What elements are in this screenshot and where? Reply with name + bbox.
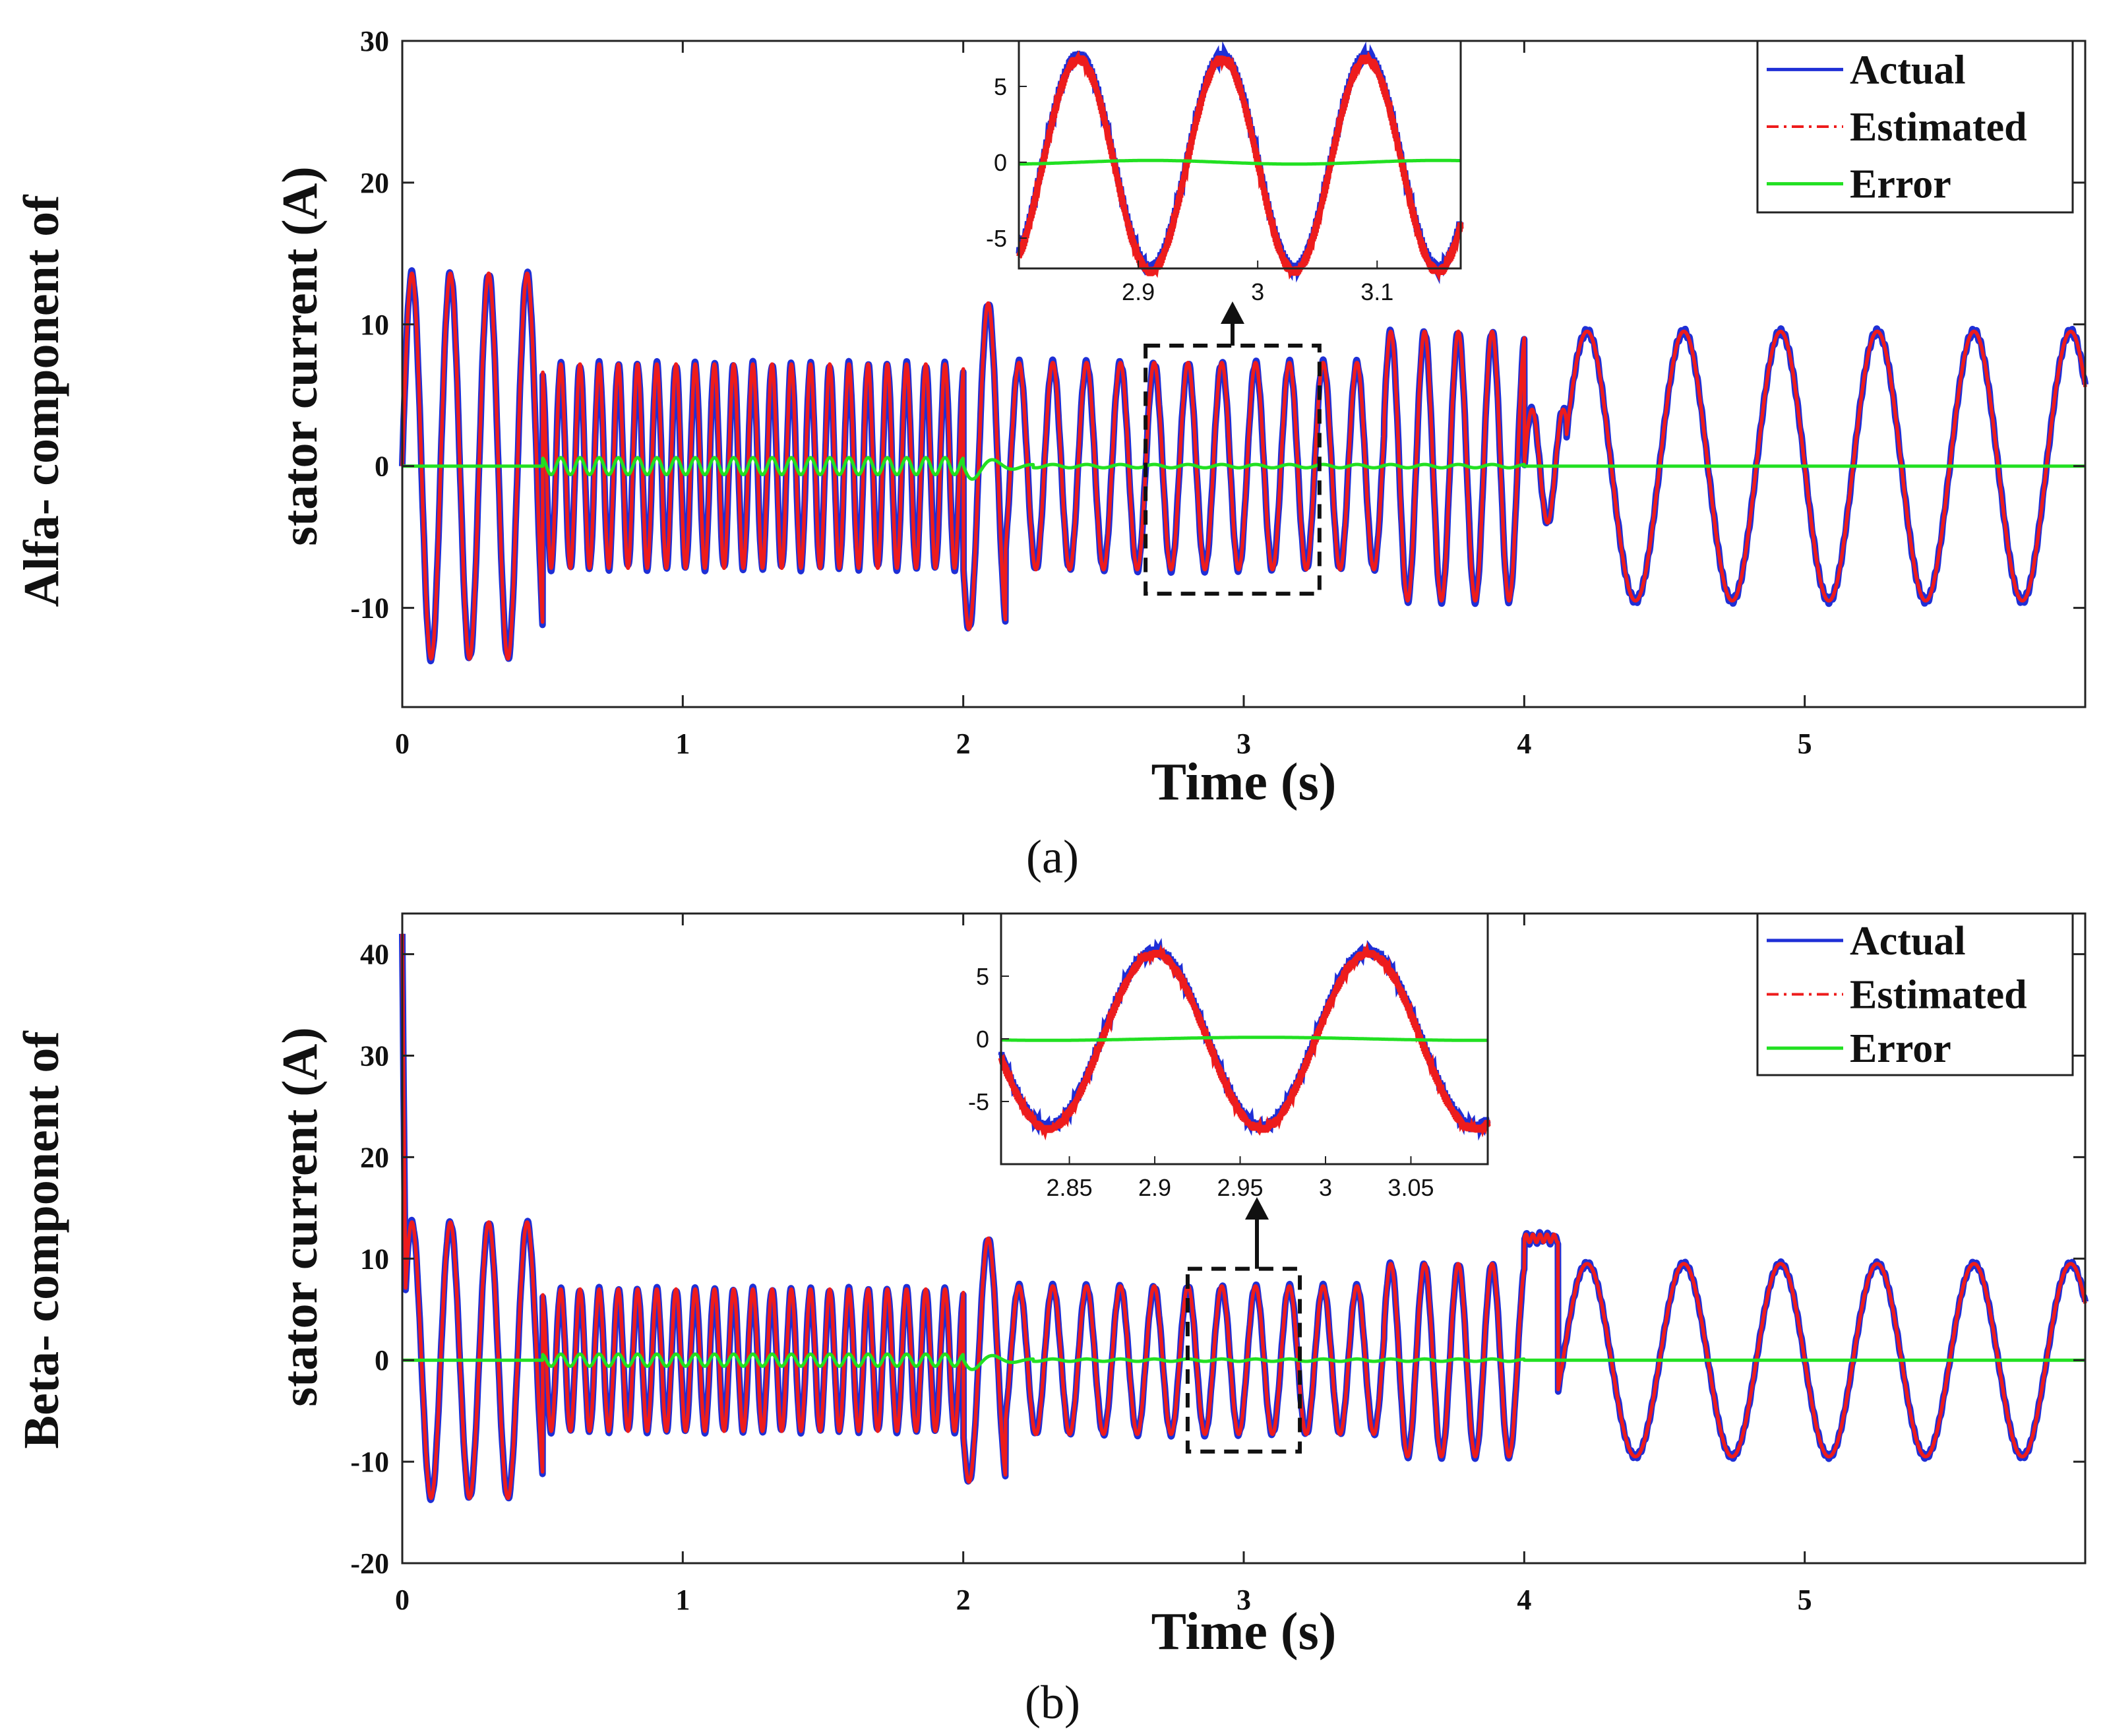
x-axis-label-b: Time (s) bbox=[1151, 1603, 1337, 1661]
x-tick-label: 3 bbox=[1236, 728, 1251, 760]
y-axis-label-b: stator current (A) bbox=[272, 1027, 328, 1406]
caption-b: (b) bbox=[1025, 1676, 1080, 1729]
inset-y-tick-label: 0 bbox=[976, 1026, 989, 1053]
inset-x-tick-label: 3 bbox=[1319, 1174, 1332, 1201]
x-tick-label: 4 bbox=[1517, 728, 1531, 760]
inset-y-tick-label: 0 bbox=[994, 149, 1007, 176]
y-tick-label: -10 bbox=[350, 592, 389, 625]
inset-y-tick-label: -5 bbox=[986, 225, 1007, 252]
zoom-box-b bbox=[1185, 1266, 1302, 1454]
y-tick-label: 20 bbox=[360, 1141, 389, 1173]
y-tick-label: 0 bbox=[375, 450, 389, 483]
legend-label-estimated: Estimated bbox=[1850, 105, 2027, 150]
inset-series-estimated bbox=[1016, 50, 1464, 282]
inset-x-tick-label: 3 bbox=[1251, 278, 1264, 305]
legend-label-actual: Actual bbox=[1850, 919, 1966, 964]
curves-b bbox=[399, 933, 2089, 1503]
inset-y-tick-label: 5 bbox=[976, 963, 989, 990]
y-tick-label: 30 bbox=[360, 1039, 389, 1072]
legend-label-actual: Actual bbox=[1850, 47, 1966, 92]
inset-x-tick-label: 3.05 bbox=[1388, 1174, 1434, 1201]
y-tick-label: -10 bbox=[350, 1446, 389, 1478]
legend-a: Actual Estimated Error bbox=[1756, 40, 2074, 214]
y-tick-label: 0 bbox=[375, 1344, 389, 1377]
y-tick-label: 10 bbox=[360, 309, 389, 341]
inset-x-tick-label: 2.95 bbox=[1217, 1174, 1263, 1201]
y-axis-label-a: stator current (A) bbox=[272, 166, 328, 545]
caption-a: (a) bbox=[1026, 830, 1079, 883]
inset-x-tick-label: 2.85 bbox=[1047, 1174, 1093, 1201]
inset-series-estimated bbox=[998, 941, 1491, 1141]
y-tick-label: 20 bbox=[360, 167, 389, 199]
inset-y-tick-label: -5 bbox=[968, 1088, 989, 1115]
x-tick-label: 2 bbox=[956, 1584, 971, 1616]
x-tick-label: 4 bbox=[1517, 1584, 1531, 1616]
inset-x-tick-label: 2.9 bbox=[1138, 1174, 1171, 1201]
x-tick-label: 5 bbox=[1798, 1584, 1812, 1616]
y-tick-label: 40 bbox=[360, 939, 389, 971]
side-label-b: Beta- component of bbox=[14, 1030, 69, 1449]
x-tick-label: 1 bbox=[675, 728, 690, 760]
zoom-box-a bbox=[1144, 344, 1322, 596]
arrow-head bbox=[1220, 301, 1244, 324]
panel-a: Alfa- component of stator current (A) 0 1… bbox=[14, 25, 2089, 883]
inset-series-error bbox=[1001, 1036, 1488, 1042]
inset-a: 2.9 3 3.1 5 0 -5 bbox=[986, 40, 1464, 305]
arrow-head bbox=[1245, 1197, 1269, 1220]
y-tick-label: 10 bbox=[360, 1243, 389, 1275]
inset-y-tick-label: 5 bbox=[994, 73, 1007, 100]
series-error-b bbox=[400, 1352, 2087, 1371]
x-tick-label: 3 bbox=[1236, 1584, 1251, 1616]
inset-border bbox=[1018, 40, 1462, 270]
legend-b: Actual Estimated Error bbox=[1756, 912, 2074, 1076]
inset-x-tick-label: 2.9 bbox=[1122, 278, 1155, 305]
series-error-a bbox=[400, 456, 2087, 481]
side-label-a: Alfa- component of bbox=[14, 194, 69, 607]
zoom-arrow-a bbox=[1220, 301, 1244, 346]
legend-label-estimated: Estimated bbox=[1850, 973, 2027, 1018]
legend-label-error: Error bbox=[1850, 162, 1951, 207]
y-tick-label: 30 bbox=[360, 25, 389, 57]
inset-series-error bbox=[1019, 158, 1461, 166]
legend-label-error: Error bbox=[1850, 1026, 1951, 1071]
x-tick-label: 0 bbox=[395, 1584, 410, 1616]
y-tick-label: -20 bbox=[350, 1547, 389, 1580]
x-tick-label: 1 bbox=[675, 1584, 690, 1616]
x-tick-label: 0 bbox=[395, 728, 410, 760]
inset-b: 2.85 2.9 2.95 3 3.05 5 0 -5 bbox=[968, 912, 1491, 1201]
panel-b: Beta- component of stator current (A) 0 1… bbox=[14, 912, 2089, 1729]
curves-a bbox=[399, 267, 2089, 665]
x-axis-label-a: Time (s) bbox=[1151, 753, 1337, 811]
x-tick-label: 2 bbox=[956, 728, 971, 760]
inset-x-tick-label: 3.1 bbox=[1360, 278, 1393, 305]
x-tick-label: 5 bbox=[1798, 728, 1812, 760]
zoom-arrow-b bbox=[1245, 1197, 1269, 1269]
